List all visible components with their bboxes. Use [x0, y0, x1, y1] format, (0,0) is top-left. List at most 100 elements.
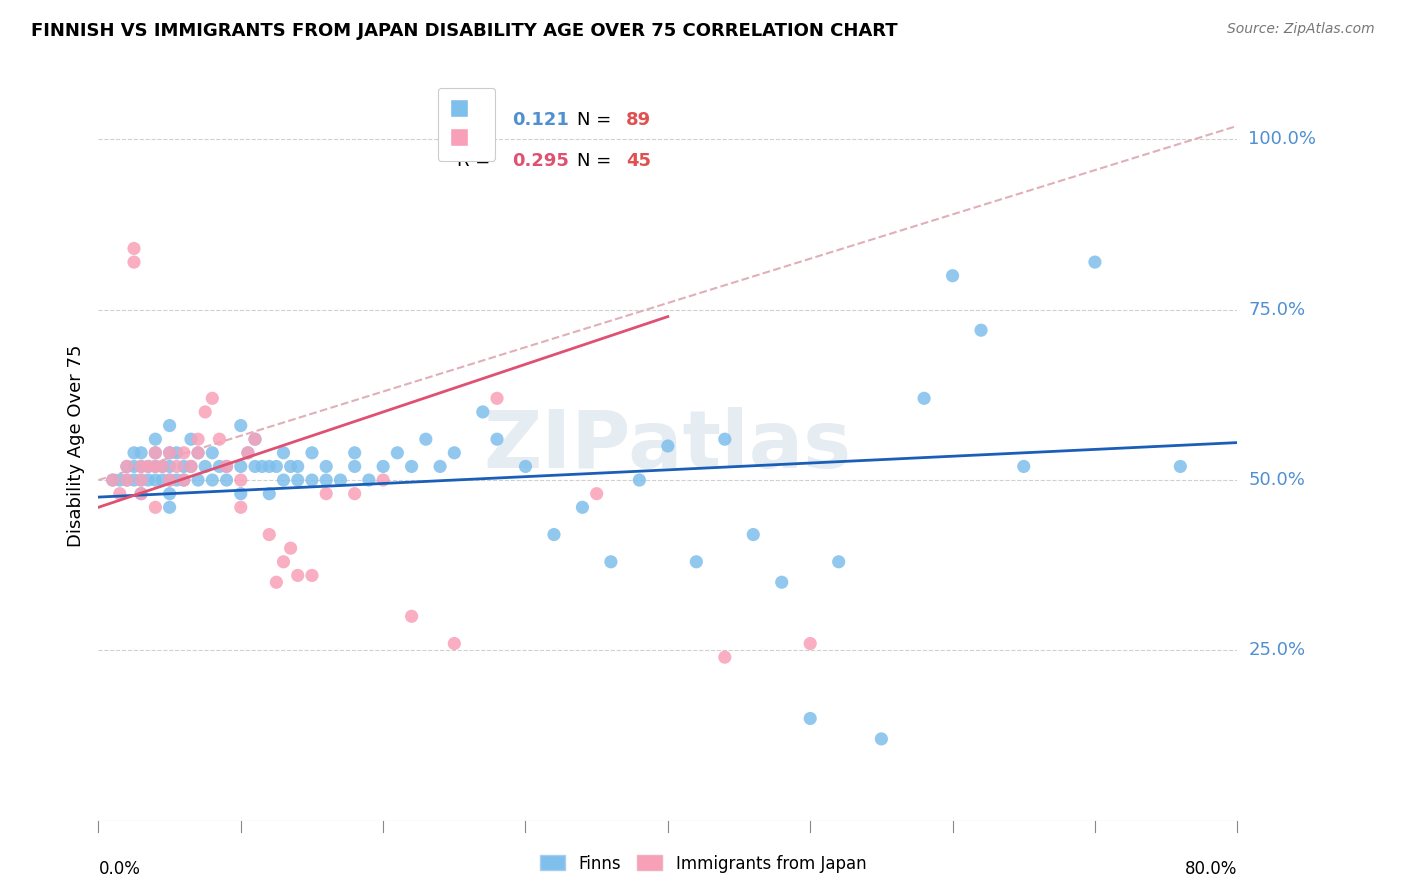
Text: N =: N = [576, 112, 617, 129]
Point [129, 446, 152, 460]
Point [229, 486, 252, 500]
Text: 75.0%: 75.0% [1249, 301, 1306, 318]
Point [343, 446, 366, 460]
Point [250, 459, 273, 474]
Point [115, 473, 138, 487]
Point [685, 555, 707, 569]
Y-axis label: Disability Age Over 75: Disability Age Over 75 [66, 344, 84, 548]
Point [970, 323, 993, 337]
Point [173, 446, 195, 460]
Text: 0.0%: 0.0% [98, 860, 141, 878]
Point [912, 392, 935, 406]
Point [159, 446, 181, 460]
Point [129, 486, 152, 500]
Point [215, 459, 238, 474]
Point [657, 439, 679, 453]
Point [136, 473, 159, 487]
Point [115, 459, 138, 474]
Point [201, 446, 224, 460]
Point [273, 555, 295, 569]
Point [108, 473, 131, 487]
Point [373, 473, 395, 487]
Point [236, 446, 259, 460]
Point [315, 459, 337, 474]
Point [166, 459, 188, 474]
Point [108, 486, 131, 500]
Point [122, 473, 145, 487]
Text: 80.0%: 80.0% [1185, 860, 1237, 878]
Legend: , : , [437, 88, 495, 161]
Point [287, 473, 309, 487]
Point [166, 473, 188, 487]
Point [301, 473, 323, 487]
Point [287, 568, 309, 582]
Point [136, 459, 159, 474]
Point [543, 527, 565, 541]
Point [236, 446, 259, 460]
Point [129, 473, 152, 487]
Point [266, 575, 288, 590]
Point [159, 500, 181, 515]
Point [243, 459, 266, 474]
Point [208, 459, 231, 474]
Point [145, 500, 167, 515]
Point [357, 473, 380, 487]
Point [187, 446, 209, 460]
Legend: Finns, Immigrants from Japan: Finns, Immigrants from Japan [533, 848, 873, 880]
Text: ZIPatlas: ZIPatlas [484, 407, 852, 485]
Point [429, 459, 451, 474]
Text: 45: 45 [626, 153, 651, 170]
Point [387, 446, 409, 460]
Point [194, 405, 217, 419]
Point [180, 459, 202, 474]
Point [145, 459, 167, 474]
Point [1170, 459, 1192, 474]
Point [145, 459, 167, 474]
Point [259, 527, 281, 541]
Point [343, 459, 366, 474]
Point [486, 432, 509, 446]
Point [486, 392, 509, 406]
Point [714, 432, 737, 446]
Text: FINNISH VS IMMIGRANTS FROM JAPAN DISABILITY AGE OVER 75 CORRELATION CHART: FINNISH VS IMMIGRANTS FROM JAPAN DISABIL… [31, 22, 897, 40]
Point [301, 446, 323, 460]
Point [115, 459, 138, 474]
Point [443, 446, 465, 460]
Text: 50.0%: 50.0% [1249, 471, 1305, 489]
Point [259, 459, 281, 474]
Point [122, 255, 145, 269]
Point [173, 459, 195, 474]
Point [187, 432, 209, 446]
Text: 100.0%: 100.0% [1249, 130, 1316, 148]
Point [122, 459, 145, 474]
Point [799, 711, 821, 725]
Point [415, 432, 437, 446]
Point [329, 473, 352, 487]
Point [145, 432, 167, 446]
Point [201, 392, 224, 406]
Point [173, 473, 195, 487]
Point [152, 459, 174, 474]
Point [373, 459, 395, 474]
Text: R =: R = [457, 153, 496, 170]
Point [145, 446, 167, 460]
Point [208, 432, 231, 446]
Point [443, 636, 465, 650]
Point [229, 459, 252, 474]
Point [1084, 255, 1107, 269]
Point [166, 446, 188, 460]
Point [101, 473, 124, 487]
Point [145, 473, 167, 487]
Point [273, 446, 295, 460]
Point [600, 555, 623, 569]
Point [315, 486, 337, 500]
Point [273, 473, 295, 487]
Point [280, 541, 302, 556]
Point [229, 418, 252, 433]
Point [159, 459, 181, 474]
Text: N =: N = [576, 153, 617, 170]
Point [201, 473, 224, 487]
Point [180, 459, 202, 474]
Point [215, 459, 238, 474]
Point [115, 473, 138, 487]
